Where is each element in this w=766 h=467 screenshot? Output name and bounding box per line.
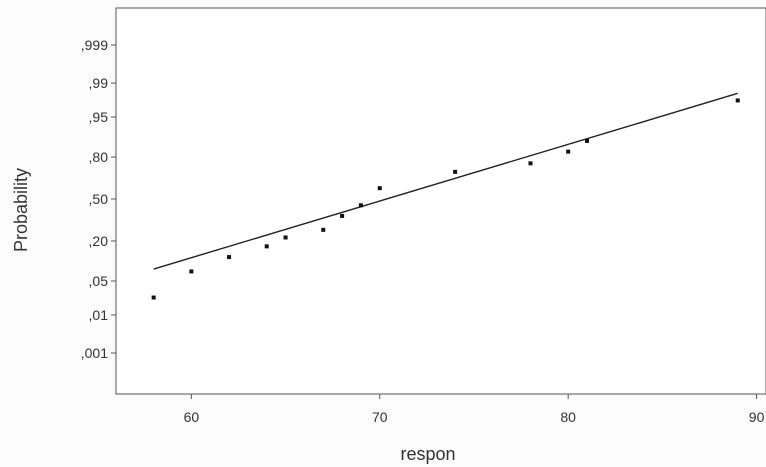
fit-line [153,92,738,270]
x-axis: 60 70 80 90 [184,394,765,425]
x-axis-label: respon [400,444,455,464]
data-point [340,213,345,218]
y-tick-label: ,001 [81,345,108,361]
y-tick-label: ,01 [89,307,109,323]
data-point [585,138,590,143]
y-axis: ,999 ,99 ,95 ,80 ,50 ,20 ,05 ,01 ,001 [81,37,116,361]
y-axis-label: Probability [11,168,31,252]
data-point [151,295,156,300]
data-point [264,244,269,249]
y-tick-label: ,99 [89,75,109,91]
plot-area [115,7,766,395]
data-point [283,235,288,240]
y-tick-label: ,999 [81,37,108,53]
data-point [528,161,533,166]
data-point [321,227,326,232]
x-tick-label: 60 [184,409,200,425]
x-tick-label: 90 [749,409,765,425]
x-tick-label: 70 [372,409,388,425]
data-point [227,255,232,260]
data-point [735,98,740,103]
data-point [358,203,363,208]
data-points [151,98,740,300]
data-point [189,269,194,274]
y-tick-label: ,50 [89,191,109,207]
data-point [453,169,458,174]
y-tick-label: ,05 [89,273,109,289]
y-tick-label: ,20 [89,233,109,249]
y-tick-label: ,80 [89,149,109,165]
data-point [377,186,382,191]
y-tick-label: ,95 [89,109,109,125]
x-tick-label: 80 [560,409,576,425]
data-point [566,149,571,154]
